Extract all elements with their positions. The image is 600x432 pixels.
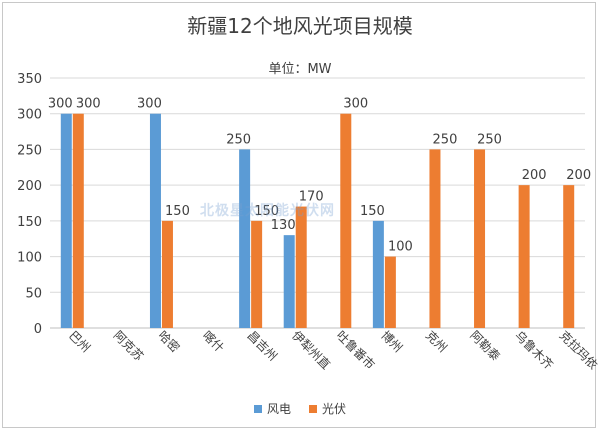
data-label: 200 bbox=[566, 168, 591, 183]
data-label: 100 bbox=[388, 240, 413, 255]
x-tick-label: 昌吉州 bbox=[245, 328, 280, 363]
bar-solar bbox=[384, 256, 396, 328]
bar-solar bbox=[295, 206, 307, 328]
x-tick-label: 阿克苏 bbox=[111, 328, 146, 363]
data-label: 250 bbox=[433, 132, 458, 147]
gridlines bbox=[50, 77, 585, 329]
y-tick-label: 250 bbox=[17, 143, 42, 158]
legend-item: 光伏 bbox=[309, 400, 346, 417]
bar-wind bbox=[372, 220, 384, 328]
y-tick-label: 150 bbox=[17, 215, 42, 230]
data-label: 200 bbox=[522, 168, 547, 183]
bar-wind bbox=[60, 113, 72, 328]
y-tick-label: 300 bbox=[17, 108, 42, 123]
bar-solar bbox=[518, 185, 530, 328]
x-tick-label: 喀什 bbox=[200, 328, 227, 355]
x-tick-label: 巴州 bbox=[66, 328, 93, 355]
legend-swatch bbox=[309, 404, 317, 413]
x-tick-label: 伊犁州直 bbox=[289, 328, 333, 372]
data-label: 300 bbox=[48, 97, 73, 112]
x-axis: 巴州 阿克苏 哈密 喀什 昌吉州 伊犁州直 吐鲁番市 博州 克州 阿勒泰 乌鲁木齐 克拉玛依 bbox=[66, 328, 600, 373]
y-tick-label: 100 bbox=[17, 251, 42, 266]
chart-subtitle: 单位：MW bbox=[268, 62, 332, 77]
bar-wind bbox=[283, 235, 295, 328]
y-tick-label: 200 bbox=[17, 179, 42, 194]
data-label: 150 bbox=[360, 204, 385, 219]
x-tick-label: 博州 bbox=[378, 328, 406, 356]
bar-solar bbox=[474, 149, 486, 328]
x-tick-label: 阿勒泰 bbox=[467, 328, 502, 363]
bar-solar bbox=[429, 149, 441, 328]
x-tick-label: 乌鲁木齐 bbox=[512, 328, 557, 373]
legend-item: 风电 bbox=[253, 400, 291, 417]
data-label: 150 bbox=[165, 204, 190, 219]
chart-title: 新疆12个地风光项目规模 bbox=[187, 14, 413, 38]
y-axis: 0 50 100 150 200 250 300 350 bbox=[17, 72, 42, 337]
bars bbox=[60, 113, 575, 328]
x-tick-label: 哈密 bbox=[155, 328, 183, 356]
bar-solar bbox=[72, 113, 84, 328]
watermark: 北极星太阳能光伏网 bbox=[200, 203, 335, 219]
data-label: 130 bbox=[271, 218, 296, 233]
x-tick-label: 克拉玛依 bbox=[557, 328, 600, 373]
data-label: 300 bbox=[137, 97, 162, 112]
data-label: 150 bbox=[254, 204, 279, 219]
x-tick-label: 克州 bbox=[423, 328, 450, 355]
x-tick-label: 吐鲁番市 bbox=[334, 328, 379, 373]
legend: 风电 光伏 bbox=[0, 400, 600, 417]
legend-label: 风电 bbox=[266, 402, 291, 416]
legend-swatch bbox=[253, 404, 262, 413]
y-tick-label: 50 bbox=[25, 286, 42, 301]
data-label: 300 bbox=[343, 97, 368, 112]
bar-wind bbox=[239, 149, 251, 328]
data-label: 300 bbox=[76, 97, 101, 112]
y-tick-label: 350 bbox=[17, 72, 42, 87]
data-label: 250 bbox=[477, 132, 502, 147]
legend-label: 光伏 bbox=[322, 402, 347, 416]
bar-solar bbox=[340, 113, 352, 328]
bar-solar bbox=[251, 220, 263, 328]
y-tick-label: 0 bbox=[34, 322, 42, 337]
bar-wind bbox=[149, 113, 161, 328]
bar-solar bbox=[161, 220, 173, 328]
bar-solar bbox=[563, 185, 575, 328]
data-label: 170 bbox=[299, 190, 324, 205]
data-label: 250 bbox=[226, 132, 251, 147]
